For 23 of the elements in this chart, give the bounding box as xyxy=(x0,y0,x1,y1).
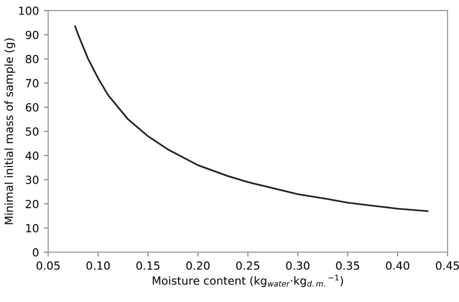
y-tick-label: 100 xyxy=(19,6,38,15)
y-tick-label: 70 xyxy=(26,79,38,88)
y-tick-label: 10 xyxy=(26,224,38,232)
x-axis-title: Moisture content (kg$_{water}$·kg$_{d.m.}$$^{−1}$) xyxy=(152,274,343,287)
x-tick-label: 0.05 xyxy=(36,261,60,270)
x-tick-label: 0.20 xyxy=(186,261,210,270)
x-tick-label: 0.10 xyxy=(86,261,110,270)
x-tick-label: 0.45 xyxy=(436,261,459,270)
y-tick-label: 50 xyxy=(26,127,38,136)
y-axis-title: Minimal initial mass of sample (g) xyxy=(4,38,16,224)
y-tick-label: 80 xyxy=(26,54,38,64)
y-tick-label: 0 xyxy=(32,248,38,257)
x-tick-label: 0.40 xyxy=(386,261,410,270)
y-tick-label: 90 xyxy=(26,30,38,40)
x-tick-label: 0.35 xyxy=(336,261,360,270)
y-tick-label: 20 xyxy=(26,200,38,208)
x-tick-label: 0.30 xyxy=(286,261,310,270)
x-tick-label: 0.25 xyxy=(236,261,260,270)
y-tick-label: 40 xyxy=(26,152,38,160)
y-tick-label: 30 xyxy=(26,176,38,184)
y-tick-label: 60 xyxy=(26,103,38,112)
x-tick-label: 0.15 xyxy=(136,261,160,270)
line-series xyxy=(74,25,428,212)
